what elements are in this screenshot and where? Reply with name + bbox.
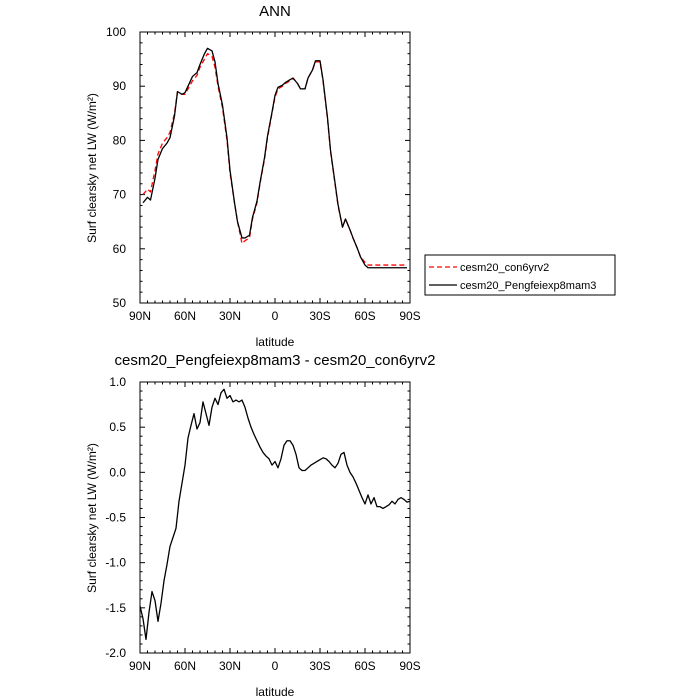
- top-y-tick-label: 90: [113, 79, 127, 93]
- top-y-tick-label: 60: [113, 242, 127, 256]
- top-x-tick-label: 30N: [219, 309, 241, 323]
- bottom-panel: cesm20_Pengfeiexp8mam3 - cesm20_con6yrv2…: [85, 352, 436, 699]
- bottom-x-tick-label: 60S: [354, 659, 375, 673]
- top-chart-title: ANN: [259, 3, 291, 20]
- top-y-tick-label: 80: [113, 133, 127, 147]
- bottom-x-tick-label: 90N: [129, 659, 151, 673]
- top-x-tick-label: 60S: [354, 309, 375, 323]
- top-series-line-1: [142, 47, 407, 269]
- bottom-series-line-0: [139, 388, 411, 641]
- bottom-y-axis-label: Surf clearsky net LW (W/m²): [85, 443, 99, 593]
- bottom-y-tick-label: 0.5: [109, 420, 126, 434]
- bottom-x-tick-label: 0: [272, 659, 279, 673]
- bottom-x-tick-label: 30S: [309, 659, 330, 673]
- top-y-tick-label: 100: [106, 25, 126, 39]
- top-panel: ANN 90N 60N 30N 0 30S 60S 90S 50 60 70 80 90 100 lat…: [85, 3, 421, 349]
- top-y-axis-label: Surf clearsky net LW (W/m²): [85, 93, 99, 243]
- top-x-tick-label: 30S: [309, 309, 330, 323]
- legend-label-pengfeiexp8mam3: cesm20_Pengfeiexp8mam3: [460, 280, 596, 292]
- bottom-y-tick-label: -1.0: [105, 556, 126, 570]
- bottom-x-tick-label: 30N: [219, 659, 241, 673]
- bottom-x-axis-label: latitude: [256, 685, 295, 699]
- bottom-y-tick-label: 1.0: [109, 375, 126, 389]
- bottom-axis-ticks: 90N 60N 30N 0 30S 60S 90S -2.0 -1.5 -1.0 -0.5 0.0 0.…: [105, 375, 420, 673]
- bottom-y-tick-label: 0.0: [109, 465, 126, 479]
- top-x-axis-label: latitude: [256, 335, 295, 349]
- top-y-tick-label: 50: [113, 296, 127, 310]
- top-y-tick-label: 70: [113, 188, 127, 202]
- legend-label-con6yrv2: cesm20_con6yrv2: [460, 262, 549, 274]
- bottom-x-tick-label: 90S: [399, 659, 420, 673]
- legend-box: [424, 254, 616, 296]
- top-series-group: [142, 47, 407, 269]
- bottom-y-tick-label: -0.5: [105, 511, 126, 525]
- top-series-line-0: [142, 53, 407, 266]
- top-axis-ticks: 90N 60N 30N 0 30S 60S 90S 50 60 70 80 90 100: [106, 25, 421, 323]
- top-plot-frame: [139, 31, 411, 304]
- bottom-x-tick-label: 60N: [174, 659, 196, 673]
- bottom-y-tick-label: -2.0: [105, 646, 126, 660]
- top-x-tick-label: 90S: [399, 309, 420, 323]
- legend: cesm20_con6yrv2 cesm20_Pengfeiexp8mam3: [424, 254, 616, 296]
- top-x-tick-label: 0: [272, 309, 279, 323]
- bottom-y-tick-label: -1.5: [105, 601, 126, 615]
- bottom-plot-frame: [139, 381, 411, 654]
- bottom-series-group: [139, 388, 411, 641]
- top-x-tick-label: 90N: [129, 309, 151, 323]
- bottom-chart-title: cesm20_Pengfeiexp8mam3 - cesm20_con6yrv2: [115, 352, 436, 369]
- top-x-tick-label: 60N: [174, 309, 196, 323]
